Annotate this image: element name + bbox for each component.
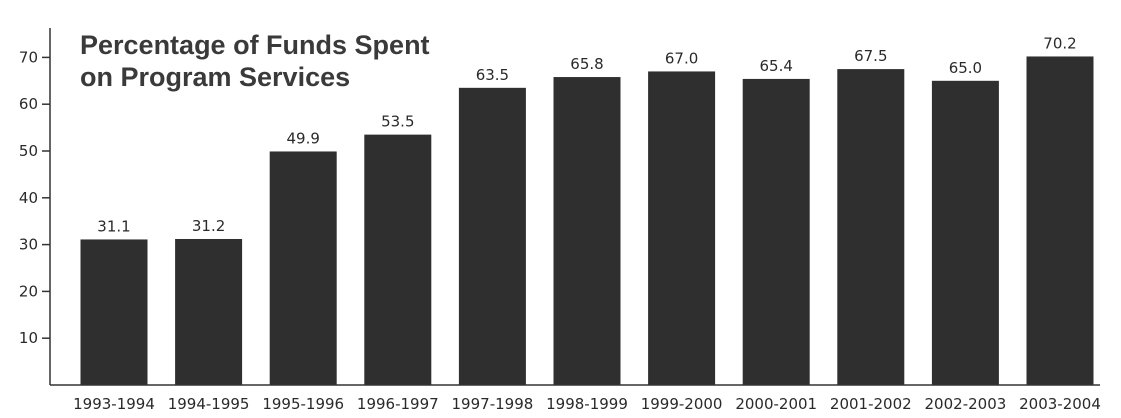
bar (458, 87, 526, 385)
x-axis: 1993-1994 1994-1995 1995-1996 1996-1997 1997… (50, 384, 1101, 413)
y-tick-label: 10 (19, 329, 38, 347)
bar (742, 78, 810, 385)
data-label: 65.4 (759, 57, 792, 75)
x-tick-label: 2003-2004 (1019, 395, 1101, 413)
y-tick-label: 60 (19, 95, 38, 113)
y-tick-label: 50 (19, 142, 38, 160)
x-tick-label: 1999-2000 (641, 395, 723, 413)
chart-title-line-1: Percentage of Funds Spent (80, 30, 430, 60)
data-label: 67.5 (854, 47, 887, 65)
x-tick-label: 1997-1998 (452, 395, 534, 413)
y-tick-label: 20 (19, 282, 38, 300)
y-axis: 10 20 30 40 50 60 70 (19, 28, 51, 385)
y-tick-label: 40 (19, 189, 38, 207)
data-label: 65.8 (570, 55, 603, 73)
bar (1026, 56, 1094, 386)
x-tick-label: 1993-1994 (73, 395, 155, 413)
x-tick-label: 1994-1995 (168, 395, 250, 413)
bar (80, 239, 148, 385)
bar (931, 80, 999, 386)
y-tick-label: 30 (19, 236, 38, 254)
data-label: 49.9 (286, 129, 319, 147)
bar (364, 134, 432, 385)
x-tick-label: 2002-2003 (925, 395, 1007, 413)
x-tick-label: 1996-1997 (357, 395, 439, 413)
data-label: 53.5 (381, 113, 414, 131)
chart-title-line-2: on Program Services (80, 62, 350, 92)
x-tick-label: 2000-2001 (735, 395, 817, 413)
data-label: 31.2 (192, 217, 225, 235)
x-tick-label: 2001-2002 (830, 395, 912, 413)
bar (648, 71, 716, 385)
bars-layer: 31.1 31.2 49.9 53.5 63.5 65.8 67.0 65.4 67.5 65.0… (80, 34, 1094, 386)
bar (837, 69, 905, 385)
x-tick-label: 1998-1999 (546, 395, 628, 413)
data-label: 67.0 (665, 49, 698, 67)
bar (269, 151, 337, 385)
bar (175, 238, 243, 385)
y-tick-label: 70 (19, 48, 38, 66)
data-label: 65.0 (949, 59, 982, 77)
data-label: 70.2 (1043, 34, 1076, 52)
x-tick-label: 1995-1996 (262, 395, 344, 413)
data-label: 63.5 (476, 66, 509, 84)
bar (553, 77, 621, 385)
data-label: 31.1 (97, 217, 130, 235)
